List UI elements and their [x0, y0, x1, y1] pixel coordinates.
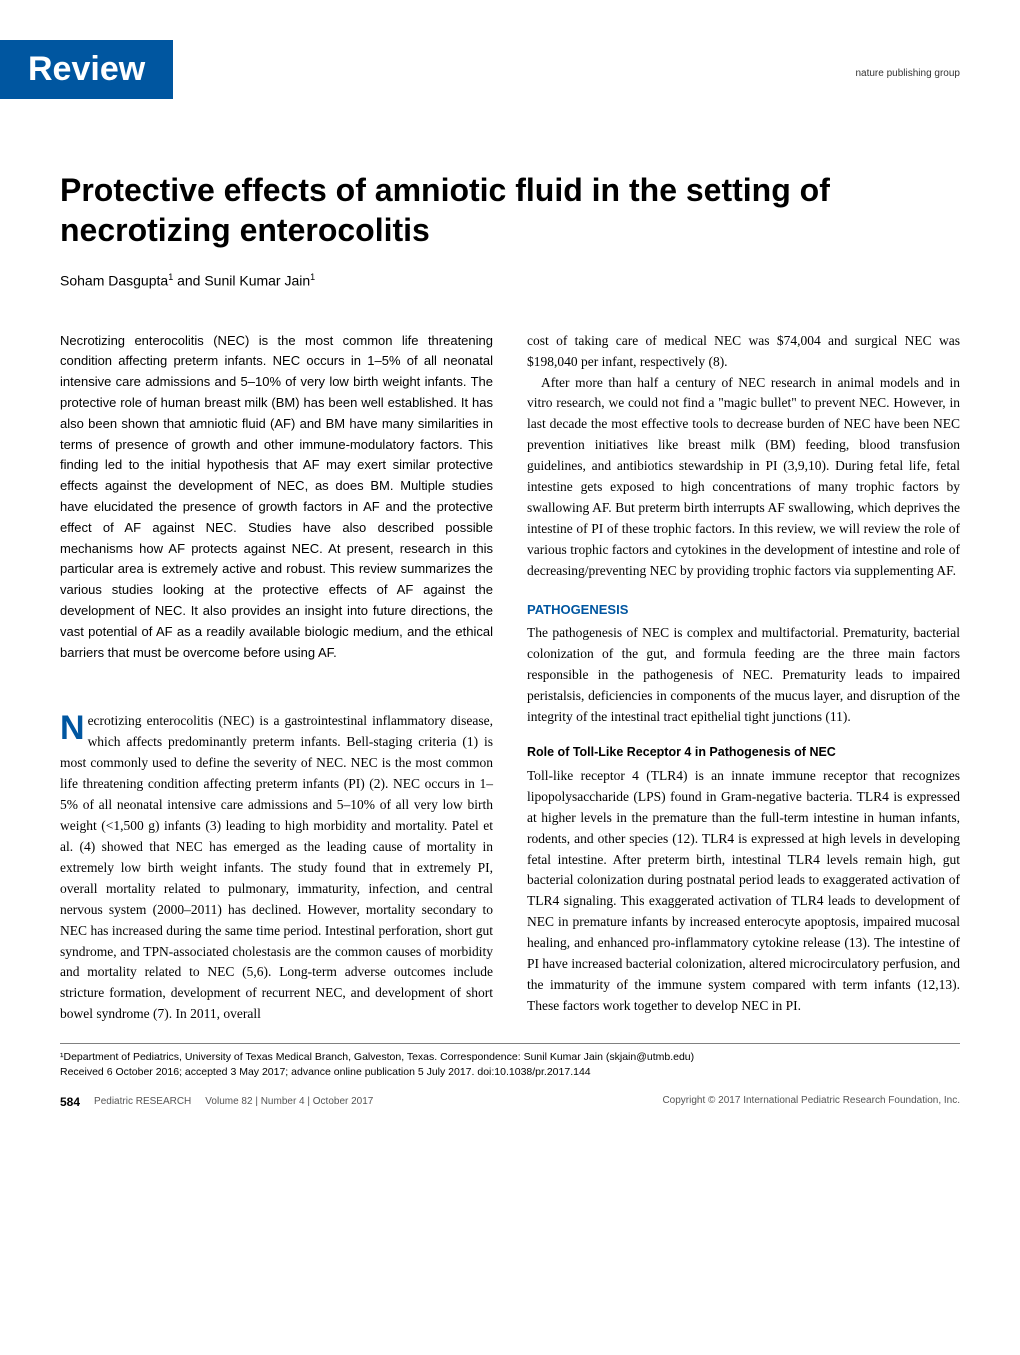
- pathogenesis-heading: PATHOGENESIS: [527, 600, 960, 620]
- tlr4-paragraph: Toll-like receptor 4 (TLR4) is an innate…: [527, 766, 960, 1017]
- copyright: Copyright © 2017 International Pediatric…: [662, 1095, 960, 1109]
- intro-paragraph: Necrotizing enterocolitis (NEC) is a gas…: [60, 711, 493, 1025]
- cost-paragraph: cost of taking care of medical NEC was $…: [527, 331, 960, 373]
- affiliation-footnote: ¹Department of Pediatrics, University of…: [60, 1050, 960, 1065]
- page-number: 584: [60, 1095, 80, 1109]
- article-title: Protective effects of amniotic fluid in …: [60, 170, 960, 250]
- journal-name: Pediatric RESEARCH: [94, 1096, 191, 1107]
- page-root: Review nature publishing group Protectiv…: [0, 0, 1020, 1139]
- tlr4-subheading: Role of Toll-Like Receptor 4 in Pathogen…: [527, 743, 960, 762]
- left-column: Necrotizing enterocolitis (NEC) is the m…: [60, 331, 493, 1026]
- pathogenesis-paragraph: The pathogenesis of NEC is complex and m…: [527, 623, 960, 728]
- two-column-body: Necrotizing enterocolitis (NEC) is the m…: [60, 331, 960, 1026]
- section-tab: Review: [0, 40, 173, 99]
- right-column: cost of taking care of medical NEC was $…: [527, 331, 960, 1026]
- publisher-label: nature publishing group: [855, 68, 960, 79]
- research-history-paragraph: After more than half a century of NEC re…: [527, 373, 960, 582]
- title-block: Protective effects of amniotic fluid in …: [60, 0, 960, 289]
- footer-left: 584 Pediatric RESEARCH Volume 82 | Numbe…: [60, 1095, 373, 1109]
- dates-footnote: Received 6 October 2016; accepted 3 May …: [60, 1065, 960, 1080]
- intro-body-text: ecrotizing enterocolitis (NEC) is a gast…: [60, 713, 493, 1021]
- footnote-block: ¹Department of Pediatrics, University of…: [60, 1043, 960, 1080]
- issue-info: Volume 82 | Number 4 | October 2017: [205, 1096, 373, 1107]
- page-footer: 584 Pediatric RESEARCH Volume 82 | Numbe…: [60, 1095, 960, 1109]
- author-list: Soham Dasgupta1 and Sunil Kumar Jain1: [60, 272, 960, 289]
- abstract: Necrotizing enterocolitis (NEC) is the m…: [60, 331, 493, 664]
